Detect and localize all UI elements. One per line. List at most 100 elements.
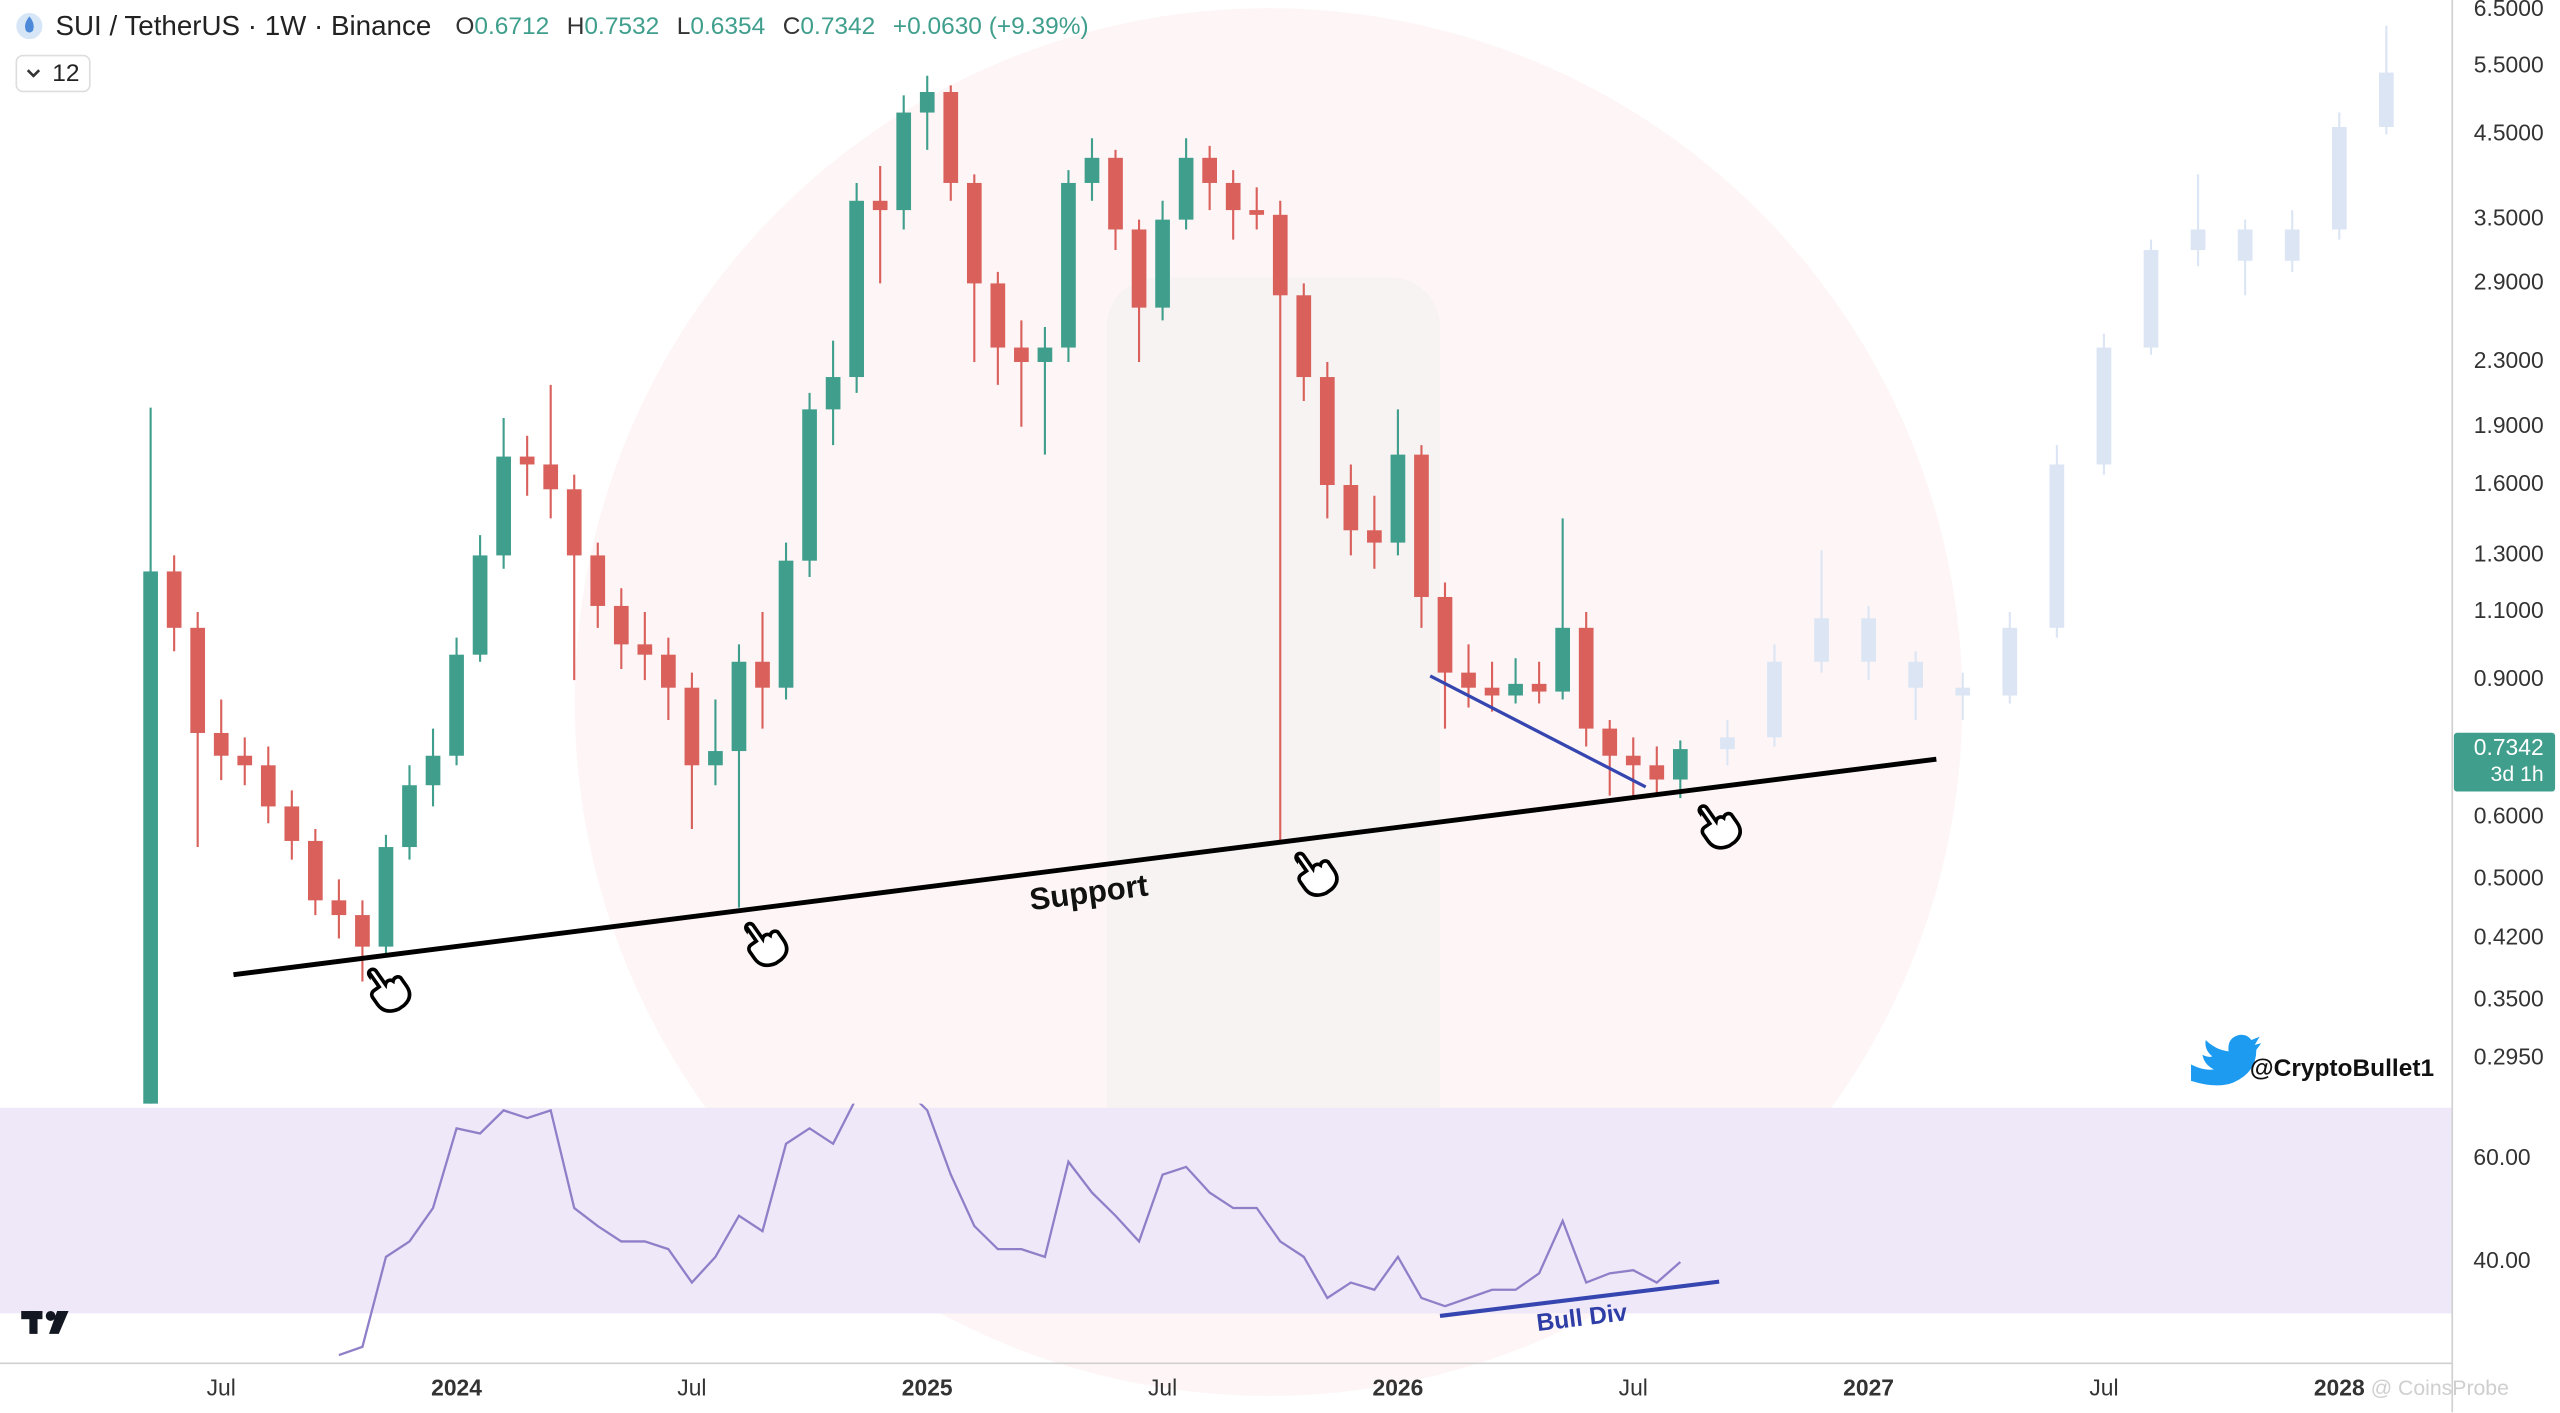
ohlc-value: 0.7342 xyxy=(800,13,875,40)
candle-body xyxy=(425,755,441,786)
y-tick-label: 0.6000 xyxy=(2474,803,2544,829)
candle-body xyxy=(543,464,559,490)
candle-body xyxy=(896,112,912,211)
candle-body xyxy=(2143,250,2159,348)
candle-body xyxy=(2002,627,2018,696)
rsi-line xyxy=(338,1103,1682,1357)
y-tick-label: 1.9000 xyxy=(2474,412,2544,438)
candle-body xyxy=(1555,627,1571,692)
candle-body xyxy=(166,571,182,628)
candle-body xyxy=(237,755,253,766)
candle-body xyxy=(2379,72,2394,127)
candle-body xyxy=(778,560,794,688)
candle-body xyxy=(519,456,535,465)
candle-body xyxy=(2096,347,2112,465)
y-tick-label: 40.00 xyxy=(2473,1247,2530,1273)
candle-body xyxy=(1084,157,1100,183)
y-tick-label: 3.5000 xyxy=(2474,205,2544,231)
watermark-shape xyxy=(1106,277,1440,1168)
author-handle: @CryptoBullet1 xyxy=(2250,1055,2434,1082)
candle-layer xyxy=(143,25,2394,1104)
candle-body xyxy=(1225,182,1241,211)
y-tick-label: 6.5000 xyxy=(2474,0,2544,21)
candle-body xyxy=(731,661,747,752)
support-line xyxy=(233,756,1937,978)
candle-body xyxy=(1508,683,1523,696)
candle-body xyxy=(1202,157,1217,183)
candle-body xyxy=(1531,683,1547,692)
candle-body xyxy=(1814,618,1829,662)
x-tick-label: 2028 xyxy=(2314,1374,2365,1400)
candle-body xyxy=(566,489,582,556)
candle-body xyxy=(1484,687,1500,696)
candle-body xyxy=(1061,182,1076,348)
annotation-layer: Support Bull Div @CryptoBullet1 @ CoinsP… xyxy=(21,674,2509,1400)
tradingview-logo xyxy=(21,1311,69,1334)
symbol-icon xyxy=(25,16,34,33)
candle-body xyxy=(661,654,676,688)
candle-body xyxy=(1343,485,1359,531)
y-tick-label: 0.3500 xyxy=(2474,985,2544,1011)
y-tick-label: 1.6000 xyxy=(2474,470,2544,496)
candle-body xyxy=(1672,749,1688,780)
candle-body xyxy=(1602,728,1618,756)
legend: SUI / TetherUS · 1W · Binance O0.6712 H0… xyxy=(56,10,1089,41)
candle-body xyxy=(260,765,276,807)
candle-body xyxy=(1272,214,1288,296)
x-tick-label: Jul xyxy=(677,1374,706,1400)
y-tick-label: 0.9000 xyxy=(2474,665,2544,691)
candle-body xyxy=(872,200,888,211)
trend-line xyxy=(1429,674,1647,789)
y-tick-label: 2.9000 xyxy=(2474,268,2544,294)
candle-body xyxy=(1296,295,1312,378)
ohlc-key: O xyxy=(455,13,474,40)
twitter-icon xyxy=(2191,1034,2262,1086)
candle-body xyxy=(637,644,653,655)
ohlc-value: 0.7532 xyxy=(584,13,659,40)
candle-body xyxy=(1578,627,1594,729)
indicator-count: 12 xyxy=(52,60,79,87)
candle-body xyxy=(1625,755,1641,766)
candle-body xyxy=(143,571,158,1104)
candle-body xyxy=(2049,464,2065,628)
candle-body xyxy=(1414,454,1429,597)
candle-body xyxy=(1014,347,1029,362)
x-tick-label: Jul xyxy=(2089,1374,2118,1400)
chevron-icon xyxy=(26,69,41,78)
candle-body xyxy=(990,283,1006,348)
candle-body xyxy=(1720,737,1735,750)
ohlc-key: C xyxy=(783,13,801,40)
candle-body xyxy=(472,555,488,655)
candle-body xyxy=(1155,219,1170,308)
candle-body xyxy=(1437,596,1453,673)
rsi-layer xyxy=(0,1103,2453,1357)
candle-body xyxy=(1461,672,1476,688)
y-tick-label: 60.00 xyxy=(2473,1144,2530,1170)
candle-body xyxy=(825,377,841,410)
candle-body xyxy=(1649,765,1665,780)
candle-body xyxy=(1861,618,1876,662)
candle-body xyxy=(1908,661,1924,688)
candle-body xyxy=(755,661,770,688)
watermark: @ CoinsProbe xyxy=(2371,1377,2509,1400)
candle-body xyxy=(2190,229,2206,251)
candle-body xyxy=(1319,377,1335,486)
candle-body xyxy=(449,654,464,756)
candle-body xyxy=(966,182,982,284)
candle-body xyxy=(284,806,300,841)
header: SUI / TetherUS · 1W · Binance O0.6712 H0… xyxy=(15,10,1089,93)
indicator-toggle[interactable] xyxy=(15,54,91,93)
x-tick-label: Jul xyxy=(207,1374,236,1400)
candle-body xyxy=(331,900,347,916)
watermark-circle xyxy=(574,8,1963,1396)
candle-body xyxy=(308,840,323,901)
candle-body xyxy=(1037,347,1053,362)
candle-body xyxy=(802,409,817,561)
x-tick-label: Jul xyxy=(1619,1374,1648,1400)
ohlc-value: 0.6354 xyxy=(690,13,765,40)
candle-body xyxy=(708,751,723,766)
y-tick-label: 0.2950 xyxy=(2474,1043,2544,1069)
x-tick-label: Jul xyxy=(1148,1374,1177,1400)
candle-body xyxy=(378,847,394,947)
